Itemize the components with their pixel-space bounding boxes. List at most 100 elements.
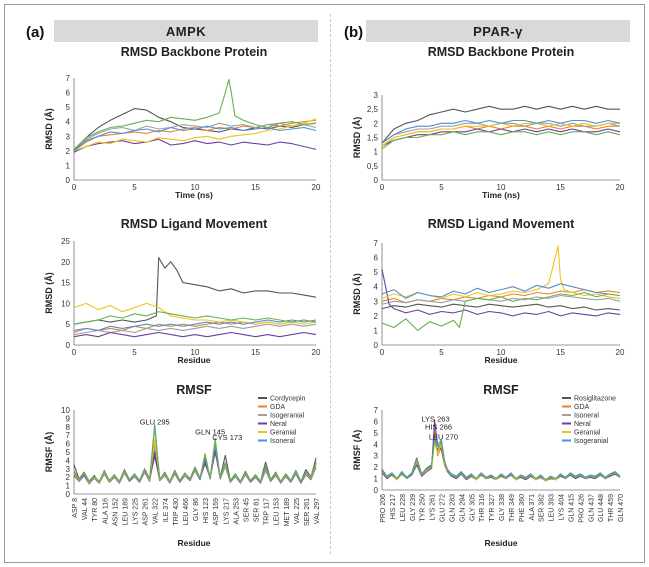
x-tick-label: SER 45 <box>243 498 250 522</box>
x-tick-label: TYR 250 <box>420 494 427 522</box>
legend-label: Neral <box>270 421 287 428</box>
y-tick-label: 6 <box>66 440 71 449</box>
legend-label: GDA <box>574 404 590 411</box>
series-line-7 <box>381 131 621 150</box>
x-tick-label: LYS 225 <box>133 498 140 524</box>
y-tick-label: 1 <box>374 475 379 484</box>
x-tick-label: PRO 206 <box>380 494 387 523</box>
x-tick-label: 20 <box>312 183 321 192</box>
x-tick-label: LEU 466 <box>183 498 190 525</box>
legend-label: Geranial <box>270 430 297 437</box>
chart-title: RMSF <box>483 383 519 397</box>
x-tick-label: ALA 253 <box>233 498 240 525</box>
x-tick-label: THR 459 <box>608 494 615 522</box>
x-tick-label: TRP 430 <box>173 498 180 526</box>
x-tick-label: ALA 116 <box>102 498 109 524</box>
x-tick-label: 15 <box>251 348 260 357</box>
y-tick-label: 0 <box>374 176 379 185</box>
y-tick-label: 5 <box>374 268 379 277</box>
y-tick-label: 0 <box>66 341 71 350</box>
y-tick-label: 4 <box>374 283 379 292</box>
y-tick-label: 0 <box>374 486 379 495</box>
x-tick-label: 20 <box>312 348 321 357</box>
annotation-label: HIS 266 <box>425 422 452 431</box>
annotation-label: LEU 270 <box>429 433 458 442</box>
x-tick-label: VAL 225 <box>294 498 301 524</box>
series-line-6 <box>381 119 621 144</box>
series-line-7 <box>381 439 621 481</box>
series-line-6 <box>381 283 621 299</box>
x-tick-label: SER 81 <box>254 498 261 522</box>
series-line-4 <box>73 138 317 153</box>
y-tick-label: 7 <box>374 406 379 415</box>
series-line-3 <box>73 323 317 336</box>
x-tick-label: VAL 297 <box>314 498 321 524</box>
x-tick-label: THR 316 <box>479 494 486 522</box>
x-tick-label: GLY 305 <box>469 494 476 521</box>
chart-1: RMSD Backbone Protein 0 1 2 3 4 5 6 7 RMSD (Å) 0 5 1… <box>44 45 321 200</box>
y-tick-label: 1 <box>374 326 379 335</box>
y-tick-label: 5 <box>66 320 71 329</box>
series-line-5 <box>73 302 317 325</box>
chart-2: RMSD Ligand Movement 0 5 10 15 20 25 RMSD (Å) 0 5… <box>44 217 321 365</box>
chart-title: RMSF <box>176 383 212 397</box>
y-tick-label: 25 <box>61 237 70 246</box>
annotation-label: GLN 145 <box>195 427 225 436</box>
chart-6: RMSF 0 1 2 3 4 5 6 7 RMSF (Å) PRO 206 HIS 217 LEU 22… <box>352 383 625 548</box>
series-line-1 <box>381 303 621 311</box>
series-line-3 <box>381 294 621 305</box>
series-line-6 <box>73 319 317 331</box>
x-tick-label: 10 <box>191 183 200 192</box>
y-axis-label: RMSF (Å) <box>352 430 362 471</box>
y-tick-label: 7 <box>66 74 71 83</box>
x-tick-label: LYS 404 <box>559 494 566 520</box>
panel-a-letter: (a) <box>26 24 45 41</box>
y-tick-label: 5 <box>66 448 71 457</box>
legend-label: GDA <box>270 404 286 411</box>
y-tick-label: 2 <box>374 119 379 128</box>
y-axis-label: RMSD (Å) <box>352 117 362 159</box>
x-tick-label: 20 <box>616 183 625 192</box>
x-tick-label: 10 <box>191 348 200 357</box>
series-line-2 <box>73 440 317 484</box>
x-tick-label: SER 261 <box>304 498 311 526</box>
series-line-5 <box>73 438 317 484</box>
series-line-5 <box>381 245 621 299</box>
series-line-6 <box>73 125 317 152</box>
y-tick-label: 2,5 <box>367 105 379 114</box>
legend-label: Isoneral <box>574 413 599 420</box>
series-line-7 <box>381 291 621 331</box>
y-tick-label: 4 <box>374 440 379 449</box>
series-line-1 <box>73 108 317 152</box>
legend-label: Neral <box>574 421 591 428</box>
chart-5: RMSD Ligand Movement 0 1 2 3 4 5 6 7 RMSD (Å) 0 5 10… <box>352 217 625 365</box>
y-tick-label: 3 <box>66 465 71 474</box>
y-tick-label: 4 <box>66 118 71 127</box>
y-tick-label: 6 <box>66 89 71 98</box>
x-axis-label: Residue <box>484 355 517 365</box>
x-tick-label: LYS 217 <box>223 498 230 524</box>
x-tick-label: HIS 217 <box>390 494 397 519</box>
x-tick-label: LEU 189 <box>122 498 129 525</box>
panel-b-letter: (b) <box>344 24 364 41</box>
x-tick-label: 20 <box>616 348 625 357</box>
x-tick-label: THR 349 <box>509 494 516 522</box>
x-tick-label: GLU 272 <box>440 494 447 522</box>
x-axis-label: Residue <box>177 355 210 365</box>
x-tick-label: 5 <box>439 183 444 192</box>
series-line-4 <box>381 269 621 317</box>
chart-4: RMSD Backbone Protein 0 0,5 1 1,5 2 2,5 3 RMSD (… <box>352 45 625 200</box>
series-line-2 <box>73 119 317 152</box>
x-tick-label: GLY 86 <box>193 498 200 521</box>
x-tick-label: LEU 153 <box>274 498 281 525</box>
series-line-3 <box>73 122 317 150</box>
x-tick-label: 0 <box>72 348 77 357</box>
chart-title: RMSD Ligand Movement <box>121 217 268 231</box>
annotation-label: LYS 263 <box>421 414 449 423</box>
y-tick-label: 2 <box>374 463 379 472</box>
y-tick-label: 5 <box>374 429 379 438</box>
y-tick-label: 0 <box>374 341 379 350</box>
legend-label: Isogeranial <box>574 438 609 445</box>
